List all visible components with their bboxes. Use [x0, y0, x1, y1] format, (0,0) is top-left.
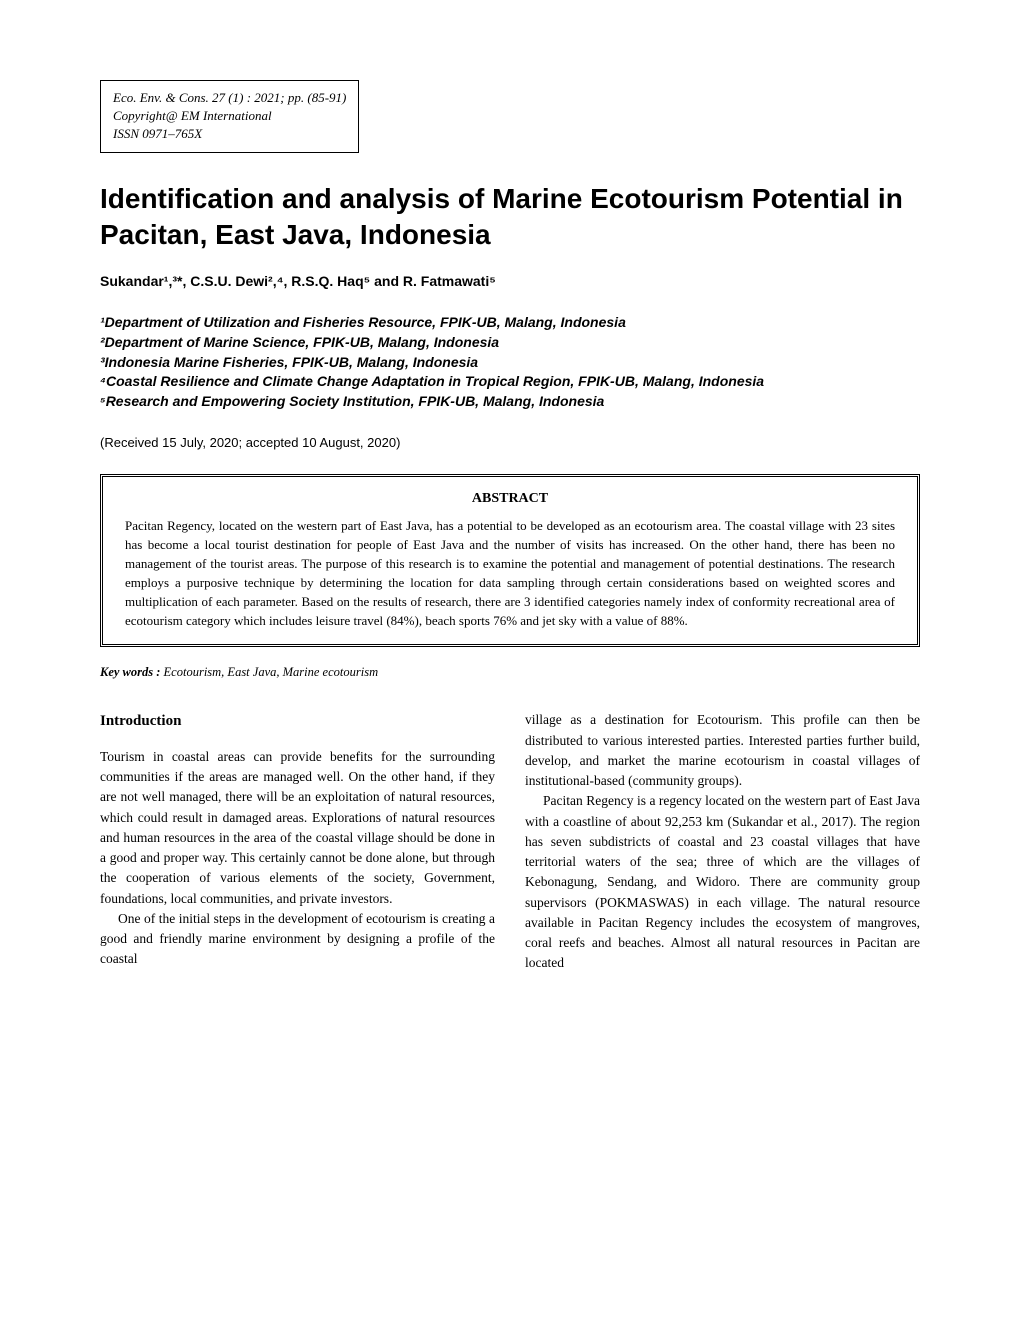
received-date: (Received 15 July, 2020; accepted 10 Aug…	[100, 435, 920, 450]
intro-para-2: One of the initial steps in the developm…	[100, 909, 495, 970]
abstract-heading: ABSTRACT	[125, 491, 895, 507]
body-columns: Introduction Tourism in coastal areas ca…	[100, 710, 920, 973]
citation-line-3: ISSN 0971–765X	[113, 125, 346, 143]
abstract-box: ABSTRACT Pacitan Regency, located on the…	[100, 474, 920, 647]
citation-line-1: Eco. Env. & Cons. 27 (1) : 2021; pp. (85…	[113, 89, 346, 107]
intro-para-4: Pacitan Regency is a regency located on …	[525, 791, 920, 973]
abstract-text: Pacitan Regency, located on the western …	[125, 517, 895, 630]
keywords: Key words : Ecotourism, East Java, Marin…	[100, 665, 920, 680]
right-column: village as a destination for Ecotourism.…	[525, 710, 920, 973]
affiliation-4: ⁴Coastal Resilience and Climate Change A…	[100, 372, 920, 392]
intro-para-3: village as a destination for Ecotourism.…	[525, 710, 920, 791]
affiliations: ¹Department of Utilization and Fisheries…	[100, 313, 920, 411]
introduction-heading: Introduction	[100, 710, 495, 733]
affiliation-1: ¹Department of Utilization and Fisheries…	[100, 313, 920, 333]
intro-para-1: Tourism in coastal areas can provide ben…	[100, 747, 495, 909]
authors: Sukandar¹,³*, C.S.U. Dewi²,⁴, R.S.Q. Haq…	[100, 273, 920, 289]
keywords-label: Key words :	[100, 665, 160, 679]
citation-line-2: Copyright@ EM International	[113, 107, 346, 125]
left-column: Introduction Tourism in coastal areas ca…	[100, 710, 495, 973]
keywords-text: Ecotourism, East Java, Marine ecotourism	[160, 665, 378, 679]
affiliation-5: ⁵Research and Empowering Society Institu…	[100, 392, 920, 412]
citation-box: Eco. Env. & Cons. 27 (1) : 2021; pp. (85…	[100, 80, 359, 153]
affiliation-2: ²Department of Marine Science, FPIK-UB, …	[100, 333, 920, 353]
affiliation-3: ³Indonesia Marine Fisheries, FPIK-UB, Ma…	[100, 353, 920, 373]
paper-title: Identification and analysis of Marine Ec…	[100, 181, 920, 254]
